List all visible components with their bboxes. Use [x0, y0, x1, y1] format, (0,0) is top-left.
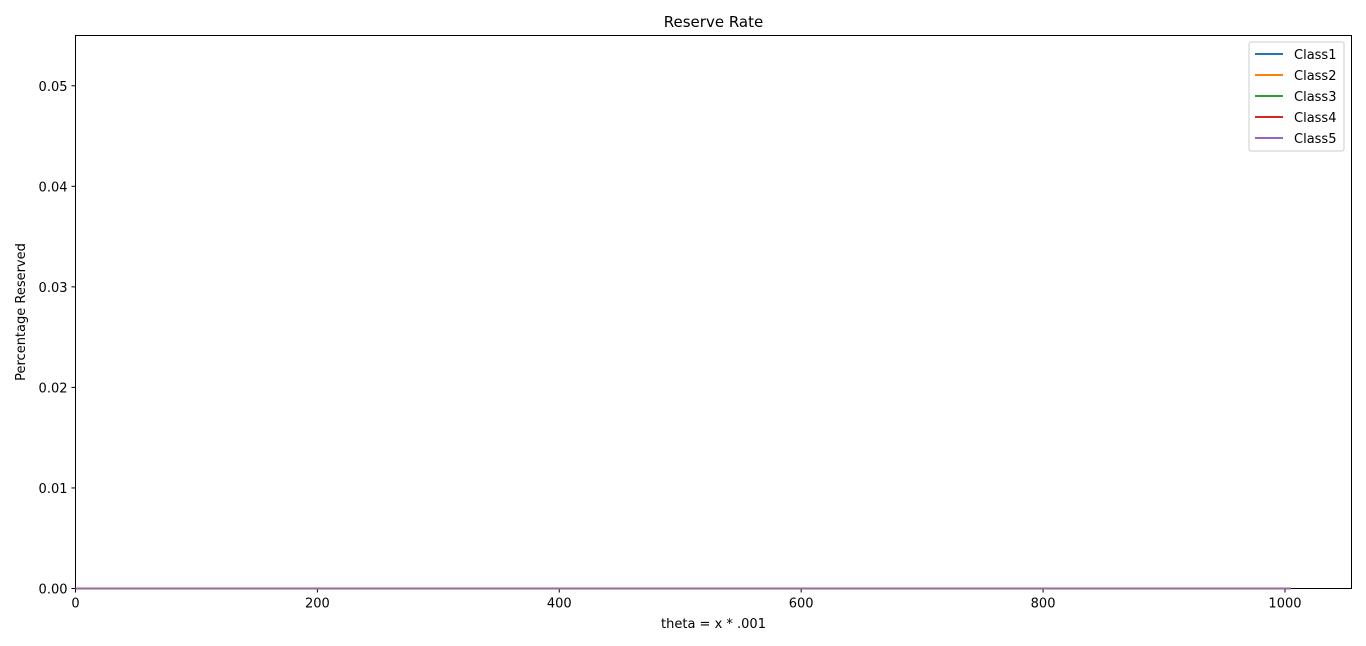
- y-tick-label: 0.05: [39, 80, 68, 95]
- x-tick-label: 400: [547, 597, 572, 612]
- x-axis-label: theta = x * .001: [661, 617, 766, 632]
- plot-frame: [75, 35, 1352, 589]
- y-tick-label: 0.01: [39, 482, 68, 497]
- y-tick-label: 0.00: [39, 583, 68, 598]
- legend-label-class5: Class5: [1294, 132, 1336, 147]
- legend-label-class3: Class3: [1294, 90, 1336, 105]
- x-tick-label: 1000: [1268, 597, 1301, 612]
- y-tick-label: 0.04: [39, 180, 68, 195]
- y-tick-label: 0.03: [39, 281, 68, 296]
- chart-title: Reserve Rate: [664, 13, 763, 31]
- x-tick-label: 600: [789, 597, 814, 612]
- x-tick-label: 200: [305, 597, 330, 612]
- legend-label-class2: Class2: [1294, 69, 1336, 84]
- legend-box: [1248, 41, 1345, 152]
- y-axis: 0.00 0.01 0.02 0.03 0.04 0.05: [39, 80, 76, 598]
- x-tick-label: 0: [71, 597, 79, 612]
- x-axis: 0 200 400 600 800 1000: [71, 588, 1302, 612]
- legend-label-class1: Class1: [1294, 48, 1336, 63]
- y-axis-label: Percentage Reserved: [14, 243, 29, 381]
- y-tick-label: 0.02: [39, 381, 68, 396]
- x-tick-label: 800: [1031, 597, 1056, 612]
- legend: Class1 Class2 Class3 Class4 Class5: [1248, 41, 1345, 152]
- plot-area: [75, 35, 1352, 589]
- legend-label-class4: Class4: [1294, 111, 1336, 126]
